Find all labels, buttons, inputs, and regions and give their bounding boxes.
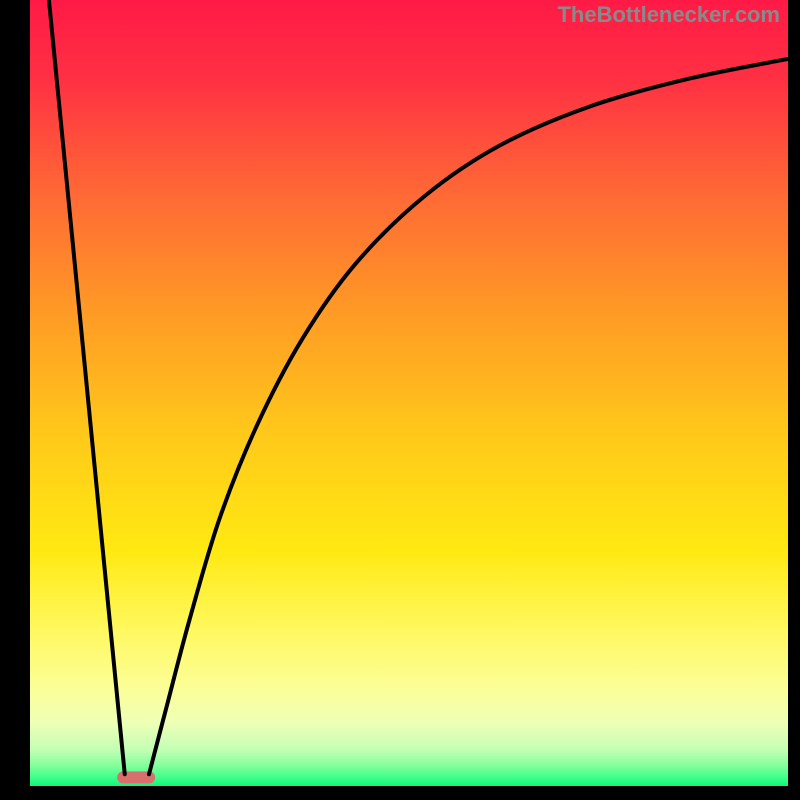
frame-bottom xyxy=(0,786,800,800)
plot-area xyxy=(30,0,788,786)
watermark-text: TheBottlenecker.com xyxy=(557,2,780,28)
frame-left xyxy=(0,0,30,800)
chart-container: TheBottlenecker.com xyxy=(0,0,800,800)
frame-right xyxy=(788,0,800,800)
